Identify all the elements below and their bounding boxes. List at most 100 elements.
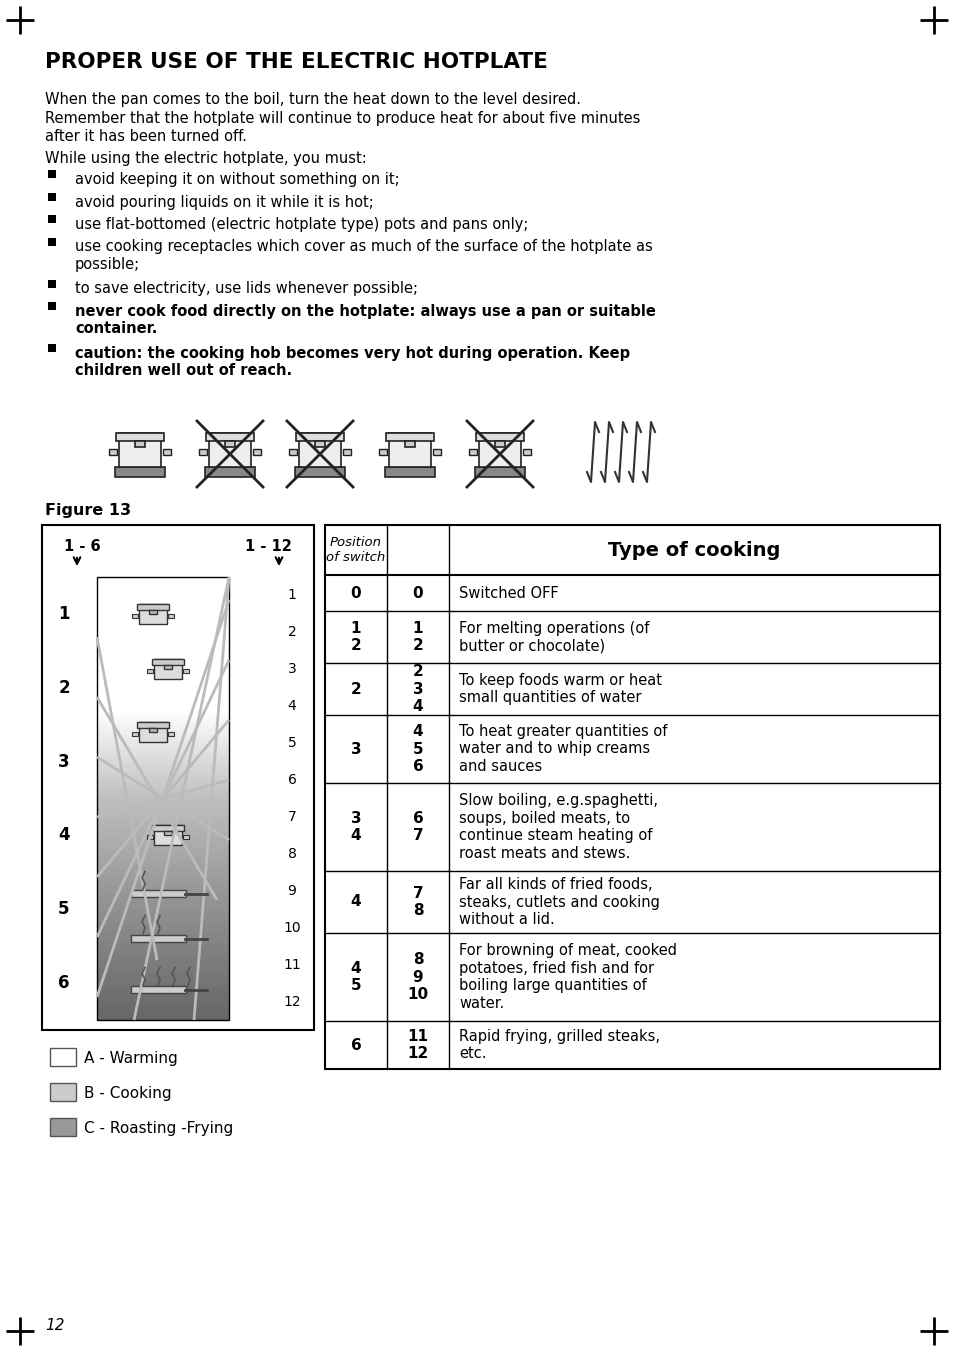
Bar (139, 604, 167, 624)
Bar (385, 467, 435, 477)
Bar (209, 434, 251, 467)
Bar (97, 802, 229, 805)
Bar (97, 738, 229, 740)
Bar (137, 604, 169, 609)
Bar (97, 577, 229, 580)
Bar (97, 996, 229, 998)
Bar (137, 721, 169, 728)
Bar (48, 238, 56, 246)
Bar (50, 1119, 76, 1136)
Bar (97, 816, 229, 819)
Bar (97, 842, 229, 844)
Bar (298, 434, 340, 467)
Text: 6: 6 (287, 773, 296, 788)
Bar (97, 875, 229, 878)
Bar (135, 440, 145, 447)
Bar (97, 858, 229, 861)
Bar (48, 303, 56, 309)
Text: For browning of meat, cooked
potatoes, fried fish and for
boiling large quantiti: For browning of meat, cooked potatoes, f… (458, 943, 677, 1011)
Bar (475, 467, 524, 477)
Bar (109, 449, 117, 455)
Bar (132, 613, 138, 617)
Bar (97, 786, 229, 789)
Bar (495, 440, 504, 447)
Bar (97, 986, 229, 989)
Bar (97, 688, 229, 690)
Bar (295, 434, 344, 440)
Text: avoid pouring liquids on it while it is hot;: avoid pouring liquids on it while it is … (75, 195, 374, 209)
Bar (48, 280, 56, 288)
Text: 3: 3 (58, 753, 70, 770)
Text: 7: 7 (287, 811, 296, 824)
Bar (97, 601, 229, 604)
Text: 0: 0 (351, 585, 361, 600)
Bar (97, 1002, 229, 1005)
Bar (97, 902, 229, 905)
Bar (97, 886, 229, 889)
Bar (97, 639, 229, 642)
Bar (97, 678, 229, 681)
Bar (97, 869, 229, 871)
Text: 4: 4 (58, 827, 70, 844)
Bar (97, 1017, 229, 1020)
Text: 2
3
4: 2 3 4 (413, 665, 423, 713)
Text: avoid keeping it on without something on it;: avoid keeping it on without something on… (75, 172, 399, 186)
Bar (48, 192, 56, 200)
Bar (97, 851, 229, 854)
Text: 5: 5 (287, 736, 296, 750)
Bar (97, 754, 229, 757)
Bar (131, 890, 186, 897)
Bar (97, 793, 229, 796)
Bar (97, 626, 229, 628)
Text: To keep foods warm or heat
small quantities of water: To keep foods warm or heat small quantit… (458, 673, 661, 705)
Bar (152, 659, 184, 665)
Text: Position
of switch: Position of switch (326, 536, 385, 563)
Text: 8
9
10: 8 9 10 (407, 952, 428, 1002)
Bar (97, 897, 229, 900)
Bar (42, 526, 314, 1029)
Bar (97, 1006, 229, 1009)
Text: 2: 2 (58, 678, 70, 697)
Bar (97, 594, 229, 597)
Bar (97, 907, 229, 909)
Bar (97, 658, 229, 661)
Bar (225, 440, 234, 447)
Bar (152, 825, 184, 831)
Bar (97, 977, 229, 979)
Text: use flat-bottomed (electric hotplate type) pots and pans only;: use flat-bottomed (electric hotplate typ… (75, 218, 528, 232)
Bar (97, 616, 229, 619)
Bar (97, 838, 229, 840)
Bar (97, 893, 229, 896)
Text: 6
7: 6 7 (413, 811, 423, 843)
Bar (97, 577, 229, 1020)
Bar (97, 665, 229, 667)
Bar (97, 709, 229, 712)
Text: 5: 5 (58, 900, 70, 919)
Bar (97, 646, 229, 648)
Bar (97, 871, 229, 874)
Bar (48, 345, 56, 353)
Bar (97, 982, 229, 985)
Bar (97, 854, 229, 857)
Bar (97, 913, 229, 916)
Bar (97, 727, 229, 730)
Bar (97, 578, 229, 581)
Bar (48, 170, 56, 178)
Bar (97, 696, 229, 698)
Bar (97, 807, 229, 809)
Bar (97, 861, 229, 863)
Text: caution: the cooking hob becomes very hot during operation. Keep
children well o: caution: the cooking hob becomes very ho… (75, 346, 630, 378)
Bar (97, 716, 229, 719)
Bar (97, 917, 229, 920)
Bar (163, 449, 171, 455)
Bar (97, 798, 229, 801)
Bar (97, 692, 229, 694)
Bar (97, 782, 229, 785)
Bar (97, 725, 229, 728)
Bar (97, 1015, 229, 1017)
Bar (97, 585, 229, 588)
Text: 1
2: 1 2 (351, 621, 361, 653)
Bar (97, 647, 229, 650)
Bar (97, 1004, 229, 1006)
Text: C - Roasting -Frying: C - Roasting -Frying (84, 1121, 233, 1136)
